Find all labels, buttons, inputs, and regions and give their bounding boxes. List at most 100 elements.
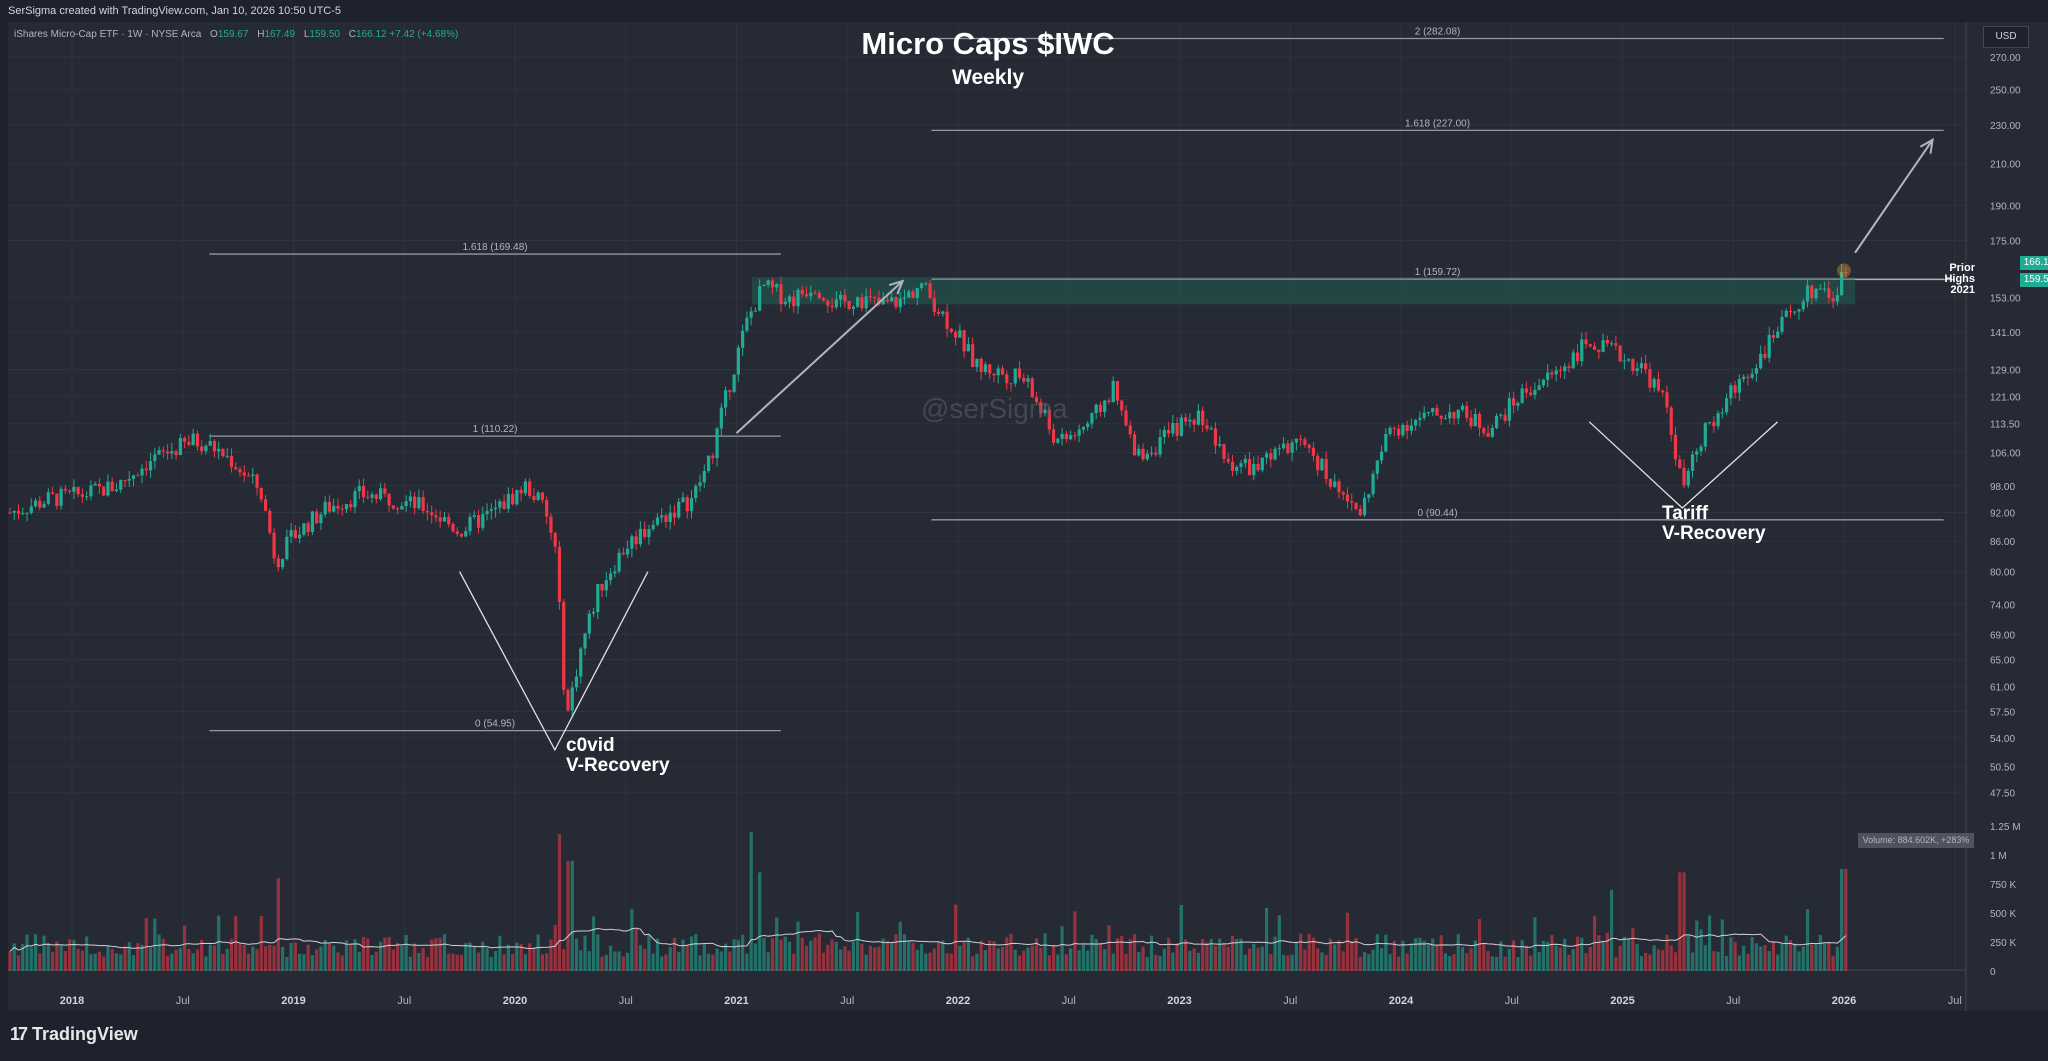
candle-body	[1682, 468, 1685, 485]
candle-body	[1180, 418, 1183, 436]
volume-bar	[1712, 951, 1715, 971]
candle-body	[1550, 372, 1553, 374]
candle-body	[609, 573, 612, 580]
candle-body	[1614, 343, 1617, 345]
volume-tick-label: 750 K	[1990, 880, 2016, 891]
volume-bar	[162, 939, 165, 971]
volume-bar	[1269, 954, 1272, 971]
projection-arrow	[1855, 140, 1933, 253]
volume-bar	[1120, 936, 1123, 971]
volume-bar	[358, 952, 361, 971]
candle-body	[443, 517, 446, 521]
candle-body	[899, 298, 902, 307]
volume-bar	[1239, 939, 1242, 971]
volume-bar	[958, 946, 961, 971]
candle-body	[1308, 445, 1311, 448]
volume-bar	[652, 954, 655, 971]
volume-bar	[1746, 954, 1749, 971]
candle-body	[251, 474, 254, 475]
volume-bar	[1627, 938, 1630, 971]
volume-bar	[68, 939, 71, 971]
candle-body	[1099, 405, 1102, 412]
y-tick-label: 47.50	[1990, 788, 2015, 799]
candle-body	[456, 531, 459, 534]
candle-body	[1082, 427, 1085, 430]
candle-body	[1137, 449, 1140, 456]
volume-bar	[1819, 935, 1822, 971]
volume-bar	[1776, 954, 1779, 971]
volume-bar	[583, 936, 586, 971]
volume-bar	[698, 955, 701, 971]
volume-bar	[1014, 950, 1017, 971]
candle-body	[1018, 369, 1021, 378]
candle-body	[1644, 363, 1647, 369]
candle-body	[226, 456, 229, 457]
volume-bar	[894, 934, 897, 971]
candle-body	[243, 472, 246, 475]
volume-bar	[924, 954, 927, 971]
candle-body	[1214, 428, 1217, 445]
candle-body	[175, 451, 178, 455]
volume-bar	[1009, 934, 1012, 971]
candle-body	[1482, 428, 1485, 433]
fib-level-label: 1 (159.72)	[1415, 267, 1461, 278]
volume-bar	[213, 946, 216, 971]
candle-body	[315, 512, 318, 524]
volume-bar	[285, 957, 288, 971]
candle-body	[1291, 443, 1294, 453]
volume-bar	[618, 951, 621, 971]
volume-bar	[119, 955, 122, 971]
candle-body	[745, 318, 748, 331]
candle-body	[860, 297, 863, 308]
x-tick-label: 2020	[503, 995, 527, 1007]
volume-bar	[588, 951, 591, 971]
candle-body	[792, 296, 795, 306]
candle-body	[928, 283, 931, 298]
candle-body	[349, 504, 352, 507]
volume-bar	[1061, 926, 1064, 971]
volume-bar	[1184, 940, 1187, 971]
volume-bar	[98, 952, 101, 971]
candle-body	[1802, 301, 1805, 309]
candle-body	[1022, 378, 1025, 382]
volume-bar	[1768, 951, 1771, 971]
volume-bar	[779, 940, 782, 971]
candle-body	[1601, 340, 1604, 352]
volume-bar	[1448, 956, 1451, 971]
volume-bar	[1069, 948, 1072, 971]
candle-body	[1504, 415, 1507, 421]
y-tick-label: 270.00	[1990, 53, 2021, 64]
volume-bar	[737, 940, 740, 971]
volume-bar	[677, 952, 680, 971]
volume-bar	[856, 912, 859, 971]
volume-bar	[1141, 947, 1144, 971]
candle-body	[8, 513, 11, 514]
candle-body	[102, 486, 105, 495]
volume-bar	[1435, 945, 1438, 971]
volume-bar	[473, 946, 476, 971]
candle-body	[502, 501, 505, 508]
volume-bar	[1316, 948, 1319, 971]
volume-bar	[264, 946, 267, 971]
volume-bar	[111, 949, 114, 971]
volume-bar	[502, 954, 505, 971]
tradingview-logo[interactable]: 17 TradingView	[10, 1024, 138, 1045]
candle-body	[140, 469, 143, 476]
candle-body	[387, 494, 390, 506]
candle-body	[353, 491, 356, 507]
volume-bar	[1631, 928, 1634, 971]
currency-button[interactable]: USD	[1983, 26, 2029, 48]
candle-body	[1712, 422, 1715, 426]
tradingview-brand: TradingView	[32, 1024, 138, 1045]
volume-bar	[600, 957, 603, 971]
change-value: +7.42 (+4.68%)	[389, 29, 458, 40]
candle-body	[1831, 298, 1834, 301]
candle-body	[707, 456, 710, 471]
volume-bar	[1529, 956, 1532, 971]
y-tick-label: 129.00	[1990, 366, 2021, 377]
volume-bar	[1001, 947, 1004, 971]
volume-bar	[1308, 934, 1311, 971]
volume-bar	[830, 939, 833, 971]
candle-body	[1819, 289, 1822, 290]
volume-bar	[345, 940, 348, 971]
